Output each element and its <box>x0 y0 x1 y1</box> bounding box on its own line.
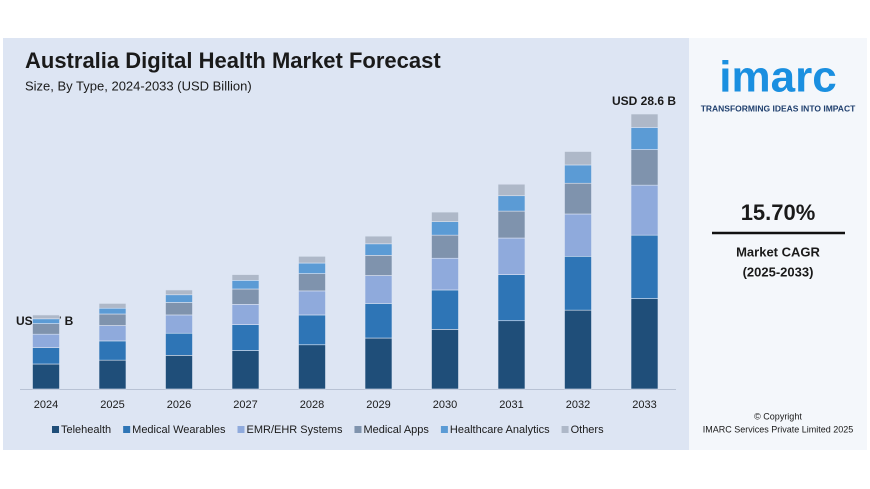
legend-label: Others <box>571 424 605 436</box>
legend-label: Medical Apps <box>363 424 429 436</box>
bar-segment <box>564 151 592 166</box>
bar-segment <box>165 302 193 316</box>
bar-segment <box>98 307 127 315</box>
x-tick-label: 2031 <box>499 399 523 411</box>
x-tick-label: 2026 <box>167 399 191 411</box>
x-tick-label: 2024 <box>34 399 58 411</box>
bar-segment <box>298 290 326 316</box>
bar-segment <box>431 329 459 390</box>
bar-segment <box>231 280 260 290</box>
bar-segment <box>497 237 526 275</box>
bar-segment <box>165 289 193 296</box>
x-tick-label: 2030 <box>433 399 457 411</box>
x-tick-label: 2032 <box>566 399 590 411</box>
cagr-period: (2025-2033) <box>743 264 814 279</box>
bar-segment <box>431 289 459 330</box>
bar-segment <box>165 355 193 390</box>
bar-segment <box>630 127 659 150</box>
bar-segment <box>231 288 260 305</box>
bar-segment <box>564 213 592 257</box>
x-tick-label: 2033 <box>632 399 656 411</box>
bar-segment <box>165 314 193 334</box>
legend-swatch <box>237 426 245 433</box>
chart-subtitle: Size, By Type, 2024-2033 (USD Billion) <box>25 78 252 93</box>
bar-segment <box>630 234 659 299</box>
x-tick-label: 2027 <box>233 399 257 411</box>
bar-segment <box>98 359 127 390</box>
bar-segment <box>231 274 260 281</box>
legend-swatch <box>354 426 362 433</box>
x-tick-label: 2025 <box>100 399 124 411</box>
bar-segment <box>298 262 326 274</box>
chart-title: Australia Digital Health Market Forecast <box>25 48 441 73</box>
bar-segment <box>431 211 459 222</box>
bar-segment <box>564 164 592 184</box>
bar-segment <box>497 183 526 197</box>
bar-segment <box>564 182 592 215</box>
bar-segment <box>165 332 193 356</box>
bar-segment <box>32 323 60 335</box>
bar-segment <box>364 255 393 276</box>
bar-segment <box>364 337 393 390</box>
bar-segment <box>630 184 659 236</box>
annotation: USD 28.6 B <box>612 94 676 108</box>
bar-segment <box>364 243 393 256</box>
bar-segment <box>32 314 60 320</box>
bar-segment <box>630 149 659 186</box>
x-tick-label: 2028 <box>300 399 324 411</box>
bar-segment <box>32 318 60 324</box>
bar-segment <box>497 274 526 322</box>
bar-segment <box>364 275 393 304</box>
logo: imarc <box>719 53 836 102</box>
bar-segment <box>298 273 326 292</box>
bar-segment <box>32 333 60 348</box>
bar-segment <box>630 298 659 390</box>
bar-segment <box>564 309 592 390</box>
copyright: © Copyright <box>754 411 802 421</box>
legend-swatch <box>123 426 131 433</box>
copyright: IMARC Services Private Limited 2025 <box>703 424 854 434</box>
legend-label: Telehealth <box>61 424 111 436</box>
x-tick-label: 2029 <box>366 399 390 411</box>
bar-segment <box>431 257 459 291</box>
bar-segment <box>298 256 326 264</box>
bar-segment <box>364 235 393 245</box>
cagr-label: Market CAGR <box>736 244 820 259</box>
bar-segment <box>364 303 393 339</box>
bar-segment <box>231 304 260 325</box>
bar-segment <box>298 344 326 390</box>
legend-label: EMR/EHR Systems <box>247 424 343 436</box>
legend-swatch <box>52 426 59 433</box>
bar-segment <box>231 324 260 351</box>
bar-segment <box>32 347 60 365</box>
bar-segment <box>98 340 127 361</box>
legend-swatch <box>561 426 569 433</box>
bar-segment <box>298 314 326 346</box>
legend-label: Medical Wearables <box>132 424 226 436</box>
bar-segment <box>431 234 459 259</box>
bar-segment <box>431 221 459 236</box>
legend-label: Healthcare Analytics <box>450 424 550 436</box>
bar-segment <box>98 313 127 326</box>
bar-segment <box>98 325 127 342</box>
bar-segment <box>98 303 127 309</box>
bar-segment <box>32 363 60 390</box>
tagline: TRANSFORMING IDEAS INTO IMPACT <box>701 103 856 113</box>
bar-segment <box>630 113 659 128</box>
cagr-value: 15.70% <box>741 200 816 225</box>
bar-segment <box>165 294 193 303</box>
bar-segment <box>497 195 526 212</box>
legend-swatch <box>440 426 448 433</box>
bar-segment <box>564 256 592 311</box>
bar-segment <box>231 350 260 390</box>
bar-segment <box>497 210 526 239</box>
bar-segment <box>497 320 526 390</box>
sidebar-background <box>689 38 867 450</box>
